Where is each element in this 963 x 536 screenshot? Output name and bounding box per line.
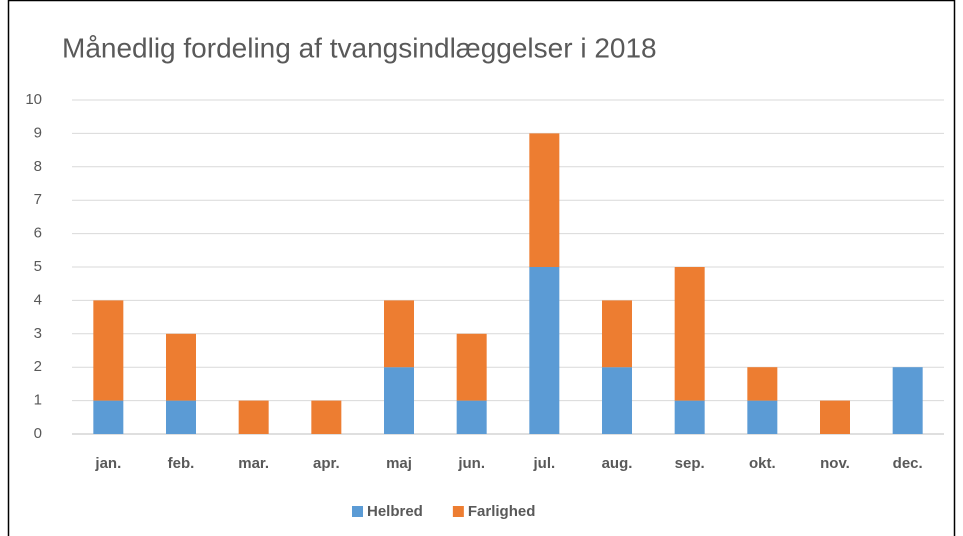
bar-segment <box>892 367 923 434</box>
bar-segment <box>166 400 196 434</box>
legend-label: Farlighed <box>468 503 536 520</box>
bar-segment <box>166 333 196 401</box>
x-tick-label: mar. <box>238 455 269 472</box>
y-tick-label: 6 <box>34 225 42 242</box>
y-tick-label: 7 <box>34 191 42 208</box>
x-tick-label: sep. <box>675 455 705 472</box>
bar-segment <box>602 367 632 434</box>
bar-segment <box>674 267 705 401</box>
bar-segment <box>384 300 414 368</box>
chart-border <box>7 0 956 536</box>
y-tick-label: 10 <box>25 91 42 108</box>
bar-segment <box>93 400 124 434</box>
x-tick-label: maj <box>386 455 412 472</box>
y-tick-label: 5 <box>34 258 42 275</box>
bar-segment <box>238 400 269 434</box>
bar-segment <box>820 400 850 434</box>
x-tick-label: okt. <box>749 455 776 472</box>
y-tick-label: 0 <box>34 425 42 442</box>
y-tick-label: 9 <box>34 124 42 141</box>
x-tick-label: jun. <box>457 455 485 472</box>
bar-segment <box>93 300 124 401</box>
bar-segment <box>456 333 487 401</box>
bar-segment <box>456 400 487 434</box>
bar-segment <box>529 133 560 267</box>
x-tick-label: jan. <box>94 455 121 472</box>
x-tick-label: feb. <box>168 455 195 472</box>
x-tick-label: dec. <box>893 455 923 472</box>
y-tick-label: 8 <box>34 158 42 175</box>
bar-segment <box>311 400 342 434</box>
bar-segment <box>529 267 560 434</box>
legend-swatch <box>352 506 363 517</box>
x-tick-label: jul. <box>532 455 555 472</box>
bar-segment <box>747 367 778 401</box>
y-tick-label: 4 <box>34 291 42 308</box>
bar-segment <box>384 367 414 434</box>
legend-label: Helbred <box>367 503 423 520</box>
y-tick-label: 2 <box>34 358 42 375</box>
x-tick-label: apr. <box>313 455 340 472</box>
y-tick-label: 1 <box>34 392 42 409</box>
bar-segment <box>602 300 632 368</box>
legend-swatch <box>452 506 464 517</box>
x-tick-label: aug. <box>602 455 633 472</box>
chart-title: Månedlig fordeling af tvangsindlæggelser… <box>62 32 657 63</box>
x-tick-label: nov. <box>820 455 850 472</box>
bar-segment <box>747 400 778 434</box>
bar-segment <box>674 400 705 434</box>
y-tick-label: 3 <box>34 325 42 342</box>
